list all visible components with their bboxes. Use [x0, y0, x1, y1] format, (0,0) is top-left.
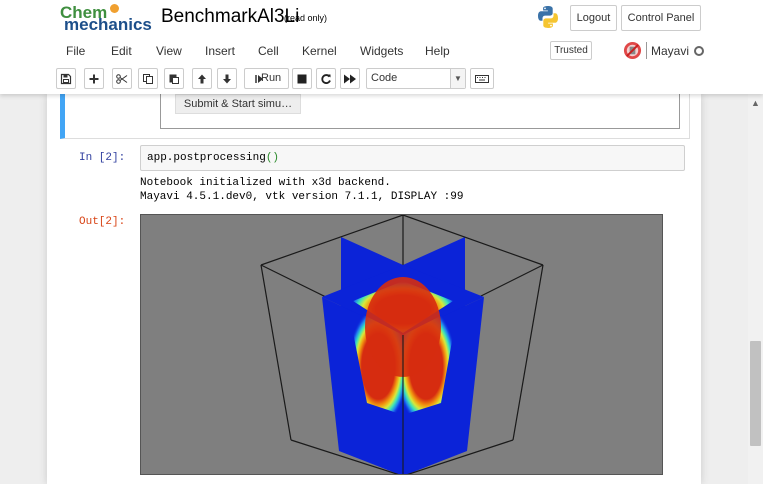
stdout-output: Notebook initialized with x3d backend. M… [140, 176, 463, 204]
stop-icon [297, 74, 307, 83]
selected-widget-cell[interactable]: Submit & Start simu… [60, 94, 690, 139]
save-button[interactable] [56, 68, 76, 89]
copy-button[interactable] [138, 68, 158, 89]
logo-line-1: Chem [60, 3, 108, 22]
logo-line-2: mechanics [64, 15, 152, 34]
menu-edit[interactable]: Edit [111, 44, 132, 58]
read-only-status: (read only) [284, 13, 328, 23]
chevron-down-icon: ▼ [450, 69, 465, 88]
scrollbar-thumb[interactable] [750, 341, 761, 446]
command-palette-button[interactable] [470, 68, 494, 89]
trusted-indicator[interactable]: Trusted [550, 41, 592, 60]
arrow-down-icon [223, 74, 231, 83]
run-button[interactable]: Run [244, 68, 289, 89]
scissors-icon [116, 73, 128, 84]
restart-run-all-button[interactable] [340, 68, 360, 89]
cut-button[interactable] [112, 68, 132, 89]
widget-box: Submit & Start simu… [160, 94, 680, 129]
kernel-name: Mayavi [651, 44, 690, 58]
fast-forward-icon [344, 74, 356, 83]
bounding-box-front [260, 215, 544, 474]
menu-kernel[interactable]: Kernel [302, 44, 337, 58]
python-logo-icon [538, 6, 558, 28]
paste-icon [169, 74, 179, 84]
code-input-area[interactable]: app.postprocessing() [140, 145, 685, 171]
notebook-name[interactable]: BenchmarkAl3Li [161, 6, 300, 27]
menu-view[interactable]: View [156, 44, 182, 58]
move-down-button[interactable] [217, 68, 237, 89]
run-label: Run [261, 72, 282, 84]
paste-button[interactable] [164, 68, 184, 89]
notebook-container: Submit & Start simu… In [2]: app.postpro… [47, 94, 701, 484]
notebook-toolbar: Run Code ▼ [55, 66, 705, 92]
menu-cell[interactable]: Cell [258, 44, 279, 58]
control-panel-button[interactable]: Control Panel [621, 5, 701, 31]
menu-bar: File Edit View Insert Cell Kernel Widget… [55, 37, 705, 65]
scroll-up-icon[interactable]: ▲ [751, 98, 760, 108]
no-kernel-icon[interactable] [623, 41, 642, 60]
insert-cell-button[interactable] [84, 68, 104, 89]
kernel-idle-icon [694, 46, 704, 56]
cell-type-select[interactable]: Code ▼ [366, 68, 466, 89]
cell-type-value: Code [371, 72, 398, 84]
temperature-field [348, 277, 458, 415]
plus-icon [89, 74, 99, 83]
keyboard-icon [475, 74, 489, 83]
logo-dot-icon [110, 4, 119, 13]
move-up-button[interactable] [192, 68, 212, 89]
stdout-line-1: Notebook initialized with x3d backend. [140, 177, 391, 189]
submit-start-simulation-button[interactable]: Submit & Start simu… [175, 94, 301, 114]
copy-icon [143, 73, 153, 84]
menu-file[interactable]: File [66, 44, 86, 58]
menu-insert[interactable]: Insert [205, 44, 236, 58]
input-prompt: In [2]: [79, 152, 126, 164]
step-forward-icon [255, 74, 263, 83]
menu-help[interactable]: Help [425, 44, 450, 58]
mayavi-3d-scene[interactable] [140, 214, 663, 475]
output-prompt: Out[2]: [79, 216, 126, 228]
menu-widgets[interactable]: Widgets [360, 44, 404, 58]
restart-kernel-button[interactable] [316, 68, 336, 89]
notebook-header: Chem mechanics BenchmarkAl3Li (read only… [0, 0, 763, 94]
stdout-line-2: Mayavi 4.5.1.dev0, vtk version 7.1.1, DI… [140, 191, 464, 203]
chemmechanics-logo[interactable]: Chem mechanics [60, 3, 152, 34]
page-scrollbar[interactable]: ▲ [748, 94, 763, 484]
refresh-icon [321, 73, 331, 84]
top-bar: Chem mechanics BenchmarkAl3Li (read only… [0, 0, 763, 37]
menu-separator [646, 42, 647, 59]
logout-button[interactable]: Logout [570, 5, 617, 31]
code-parens: () [265, 152, 280, 164]
interrupt-kernel-button[interactable] [292, 68, 312, 89]
mayavi-render-svg [260, 215, 544, 474]
save-icon [60, 73, 72, 84]
arrow-up-icon [198, 74, 206, 83]
code-text: app.postprocessing [147, 152, 266, 164]
